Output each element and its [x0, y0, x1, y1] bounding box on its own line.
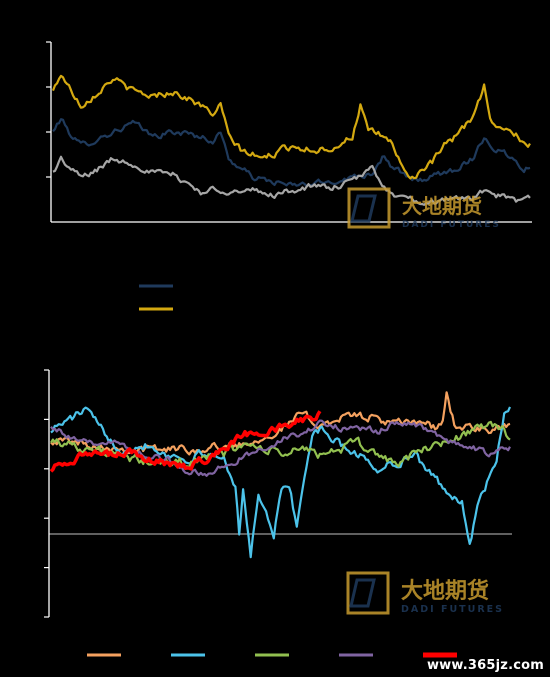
watermark-brand-cn: 大地期货: [401, 578, 489, 604]
bottom-line-chart: [44, 369, 512, 618]
bottom-chart-series: [49, 391, 512, 559]
top-line-chart: [46, 41, 532, 223]
bottom-series-line-purple: [50, 419, 511, 477]
watermark-brand-en: DADI FUTURES: [402, 220, 501, 230]
watermark-brand-cn: 大地期货: [402, 194, 482, 218]
top-series-line-gray: [52, 155, 531, 206]
bottom-series-line-green: [50, 420, 511, 469]
top-series-line-navy: [52, 118, 531, 188]
bottom-chart-y-ticks: [44, 369, 49, 618]
top-series-line-gold: [51, 74, 531, 180]
site-watermark: www.365jz.com: [426, 658, 544, 673]
dadi-logo-icon: [346, 571, 390, 615]
top-chart-y-ticks: [46, 41, 51, 178]
dadi-logo-icon: [347, 187, 391, 229]
bottom-series-line-red: [49, 410, 322, 473]
watermark-brand-en: DADI FUTURES: [401, 604, 504, 615]
dadi-watermark-top: 大地期货 DADI FUTURES: [347, 187, 501, 230]
top-legend: [139, 284, 173, 311]
top-chart-series: [51, 74, 531, 206]
dadi-watermark-bottom: 大地期货 DADI FUTURES: [346, 571, 504, 615]
